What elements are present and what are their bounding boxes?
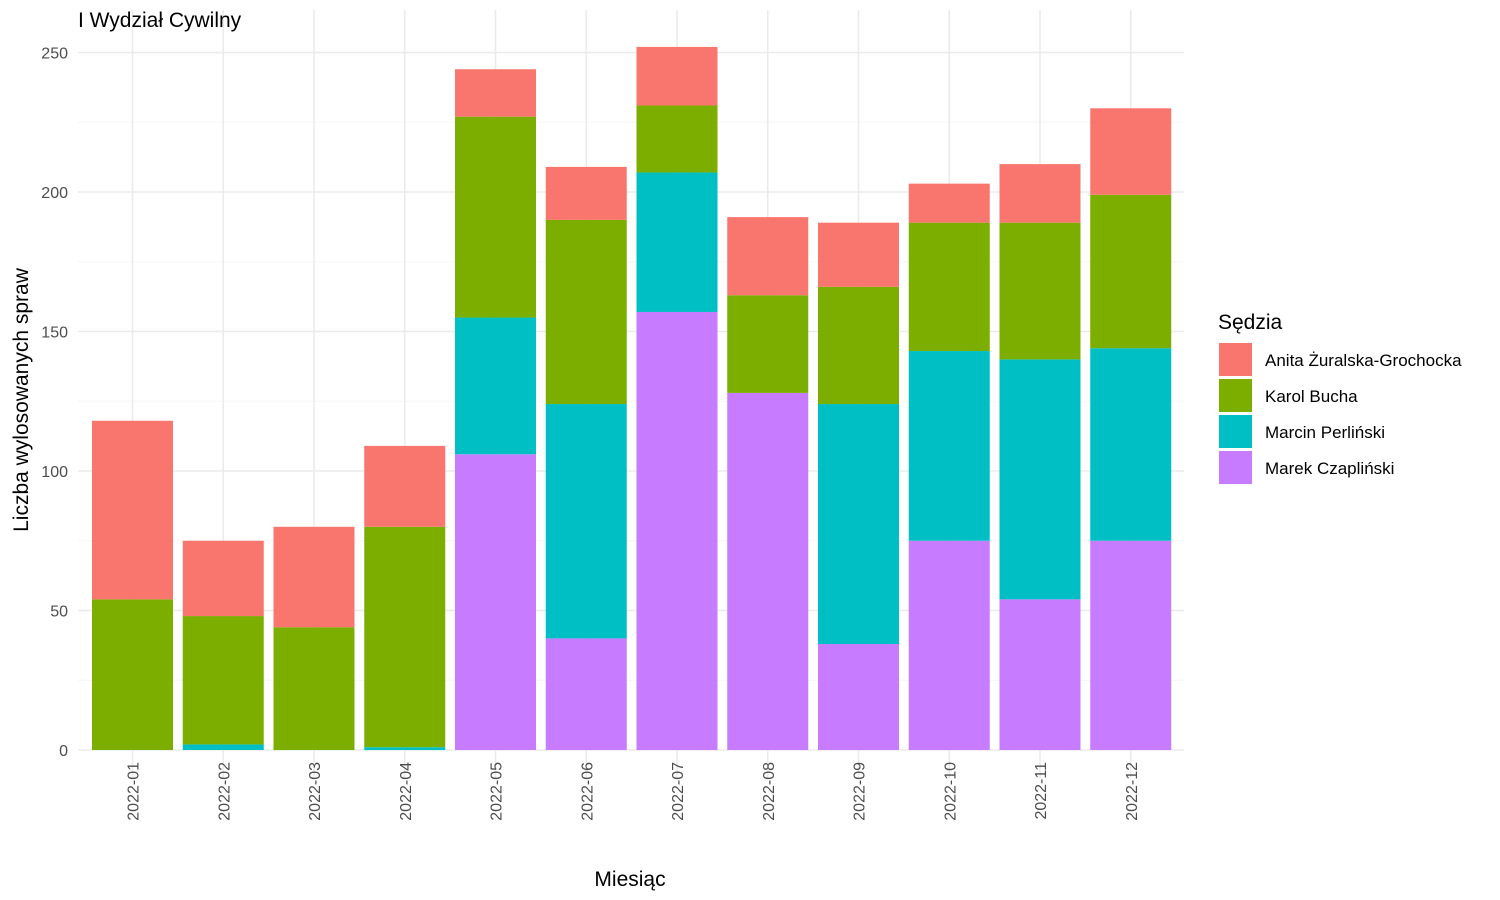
x-tick-label: 2022-11 [1033, 762, 1050, 820]
bar-segment [1090, 540, 1172, 750]
legend-label: Marek Czapliński [1265, 459, 1394, 478]
x-tick-label: 2022-01 [126, 762, 143, 821]
bar-segment [727, 392, 809, 750]
y-tick-label: 0 [59, 743, 68, 760]
bar-segment [455, 454, 536, 750]
bar-segment [999, 222, 1081, 360]
bar-segment [818, 643, 899, 750]
bar-segment [908, 183, 990, 223]
legend-swatch [1219, 379, 1252, 412]
legend: Sędzia Anita Żuralska-Grochocka Karol Buc… [1218, 311, 1462, 484]
bars [92, 46, 1172, 750]
x-axis-ticks: 2022-01 2022-02 2022-03 2022-04 2022-05 2022-… [126, 762, 1141, 821]
x-tick-label: 2022-05 [489, 762, 506, 821]
bar-segment [455, 69, 536, 117]
bar-segment [364, 445, 446, 527]
bar-segment [455, 317, 536, 455]
y-axis-title: Liczba wylosowanych spraw [10, 267, 33, 532]
bar-segment [455, 116, 536, 318]
bar-segment [182, 616, 264, 745]
bar-segment [818, 404, 899, 644]
bar-segment [273, 526, 355, 628]
bar-segment [999, 599, 1081, 750]
bar-segment [727, 295, 809, 393]
x-tick-label: 2022-04 [398, 762, 415, 821]
bar-segment [908, 222, 990, 352]
y-tick-label: 50 [50, 604, 68, 621]
legend-label: Karol Bucha [1265, 387, 1358, 406]
legend-swatch [1219, 343, 1252, 376]
bar-segment [182, 744, 264, 750]
chart-title: I Wydział Cywilny [78, 9, 242, 32]
bar-segment [636, 311, 718, 750]
bar-segment [1090, 348, 1172, 541]
bar-segment [999, 164, 1081, 223]
bar-segment [364, 526, 446, 748]
bar-segment [545, 638, 627, 750]
x-axis-title: Miesiąc [594, 868, 665, 891]
bar-segment [818, 286, 899, 405]
y-tick-label: 100 [41, 464, 68, 481]
legend-label: Anita Żuralska-Grochocka [1265, 351, 1462, 370]
bar-segment [545, 404, 627, 639]
y-tick-label: 250 [41, 46, 68, 63]
bar-segment [92, 599, 173, 750]
x-tick-label: 2022-07 [670, 762, 687, 821]
bar-segment [636, 172, 718, 312]
y-axis-ticks: 0 50 100 150 200 250 [41, 46, 68, 761]
x-tick-label: 2022-12 [1124, 762, 1141, 821]
x-tick-label: 2022-03 [307, 762, 324, 821]
bar-segment [999, 359, 1081, 600]
bar-segment [545, 166, 627, 220]
bar-segment [908, 351, 990, 541]
bar-segment [636, 105, 718, 173]
bar-segment [364, 747, 446, 750]
x-tick-label: 2022-06 [579, 762, 596, 821]
bar-segment [818, 222, 899, 287]
legend-swatch [1219, 415, 1252, 448]
bar-segment [1090, 108, 1172, 195]
x-tick-label: 2022-10 [942, 762, 959, 821]
bar-segment [273, 627, 355, 750]
y-tick-label: 150 [41, 325, 68, 342]
legend-title: Sędzia [1218, 311, 1283, 334]
bar-segment [727, 217, 809, 296]
bar-segment [1090, 194, 1172, 349]
legend-swatch [1219, 451, 1252, 484]
bar-segment [545, 219, 627, 405]
x-tick-label: 2022-08 [761, 762, 778, 821]
x-tick-label: 2022-02 [216, 762, 233, 821]
bar-segment [636, 46, 718, 106]
bar-segment [92, 420, 173, 600]
legend-label: Marcin Perliński [1265, 423, 1385, 442]
bar-segment [182, 540, 264, 617]
bar-segment [908, 540, 990, 750]
x-tick-label: 2022-09 [852, 762, 869, 821]
y-tick-label: 200 [41, 185, 68, 202]
